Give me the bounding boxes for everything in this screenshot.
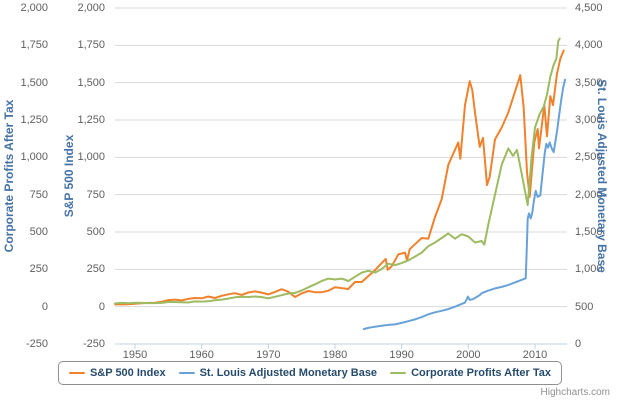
y-tick-left-inner: 1,250: [77, 114, 105, 126]
legend-item[interactable]: St. Louis Adjusted Monetary Base: [178, 367, 378, 379]
legend-item[interactable]: S&P 500 Index: [68, 367, 166, 379]
y-tick-left-inner: 250: [86, 263, 105, 276]
series-line-profits[interactable]: [114, 37, 561, 305]
y-tick-left-inner: 0: [98, 300, 105, 313]
y-tick-left-inner: 750: [86, 188, 105, 201]
y-tick-right: 3,000: [575, 114, 603, 126]
y-tick-right: 4,000: [575, 39, 603, 52]
y-tick-left-outer: 500: [29, 226, 48, 238]
x-tick-label: 2000: [456, 349, 481, 361]
y-tick-left-inner: 1,750: [77, 39, 105, 52]
y-tick-left-inner: -250: [82, 338, 105, 350]
y-tick-left-outer: 1,500: [20, 76, 48, 89]
legend-item[interactable]: Corporate Profits After Tax: [390, 367, 551, 379]
y-tick-left-outer: 1,250: [20, 114, 48, 126]
legend: S&P 500 Index St. Louis Adjusted Monetary…: [57, 361, 563, 385]
axis-title-corporate-profits: Corporate Profits After Tax: [2, 99, 16, 253]
y-tick-left-outer: 750: [29, 188, 48, 201]
y-tick-left-inner: 2,000: [77, 2, 105, 14]
y-tick-right: 1,000: [575, 263, 603, 276]
x-tick-label: 1980: [322, 349, 348, 361]
y-tick-right: 2,000: [575, 188, 603, 201]
series-line-sp500[interactable]: [114, 49, 565, 306]
y-tick-left-outer: 0: [41, 300, 48, 313]
y-tick-left-outer: 250: [29, 263, 48, 276]
highcharts-credit-link[interactable]: Highcharts.com: [540, 387, 610, 398]
legend-item-label: Corporate Profits After Tax: [411, 367, 552, 379]
x-tick-label: 2010: [522, 349, 548, 361]
y-tick-left-outer: 1,750: [20, 39, 48, 52]
legend-line-marker: [178, 372, 195, 374]
series-line-monetary_base[interactable]: [362, 78, 566, 331]
x-tick-label: 1990: [389, 349, 414, 361]
y-tick-left-inner: 500: [86, 226, 105, 238]
y-tick-left-inner: 1,000: [77, 151, 105, 164]
y-tick-left-inner: 1,500: [77, 76, 105, 89]
legend-line-marker: [68, 372, 85, 374]
y-tick-left-outer: 1,000: [20, 151, 48, 164]
x-tick-label: 1960: [189, 349, 214, 361]
y-tick-left-outer: 2,000: [20, 2, 48, 14]
y-tick-right: 4,500: [575, 2, 603, 14]
axis-title-sp500-index: S&P 500 Index: [62, 134, 76, 218]
y-tick-right: 1,500: [575, 226, 603, 238]
x-tick-label: 1970: [256, 349, 281, 361]
y-tick-right: 500: [575, 300, 594, 313]
legend-line-marker: [390, 372, 407, 374]
y-tick-right: 0: [575, 338, 582, 350]
x-tick-label: 1950: [122, 349, 148, 361]
legend-item-label: St. Louis Adjusted Monetary Base: [199, 367, 378, 379]
y-tick-left-outer: -250: [25, 338, 48, 350]
y-tick-right: 3,500: [575, 76, 603, 89]
legend-item-label: S&P 500 Index: [89, 367, 166, 379]
y-tick-right: 2,500: [575, 151, 603, 164]
axis-title-monetary-base: St. Louis Adjusted Monetary Base: [595, 79, 609, 273]
